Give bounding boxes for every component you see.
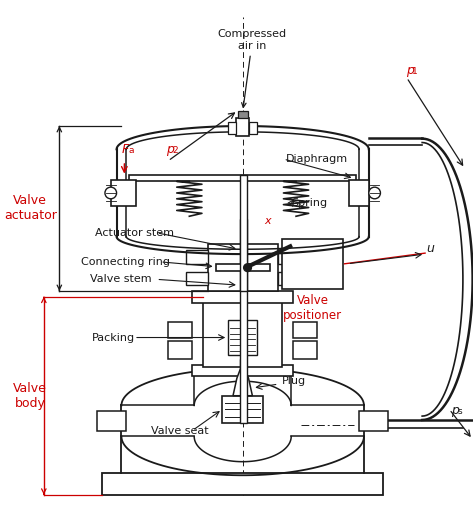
Text: p: p (451, 404, 459, 417)
Text: Valve stem: Valve stem (91, 274, 152, 284)
Text: Connecting ring: Connecting ring (81, 257, 170, 267)
Bar (111, 180, 136, 206)
Text: p: p (166, 143, 174, 156)
Text: Valve
actuator: Valve actuator (4, 194, 57, 223)
Bar (228, 320, 257, 355)
Bar (249, 122, 257, 134)
Bar (216, 264, 270, 270)
Bar (222, 396, 263, 423)
Bar (238, 112, 247, 118)
Bar (293, 341, 318, 359)
Bar (186, 250, 208, 264)
Bar (228, 122, 236, 134)
Bar (186, 271, 208, 285)
Text: Compressed
air in: Compressed air in (218, 29, 287, 107)
Circle shape (369, 187, 381, 199)
Text: x: x (264, 216, 271, 226)
Circle shape (244, 264, 251, 271)
Circle shape (105, 187, 117, 199)
Polygon shape (233, 364, 252, 396)
Text: Diaphragm: Diaphragm (286, 154, 348, 164)
Bar (102, 473, 383, 494)
Text: Valve
positioner: Valve positioner (283, 295, 342, 322)
Text: F: F (121, 143, 128, 156)
Bar (236, 118, 249, 136)
Text: 1: 1 (411, 67, 417, 76)
Bar (240, 359, 246, 373)
Bar (97, 411, 126, 431)
Bar (168, 341, 192, 359)
Text: a: a (128, 146, 134, 155)
Text: Actuator stem: Actuator stem (95, 228, 174, 238)
Bar (240, 175, 246, 291)
Bar (203, 297, 283, 366)
Text: p: p (406, 64, 413, 77)
Bar (240, 219, 246, 423)
Text: Plug: Plug (282, 376, 306, 386)
Bar (192, 364, 293, 376)
Bar (168, 322, 192, 338)
Bar (349, 180, 369, 206)
Text: Packing: Packing (92, 333, 136, 342)
Text: u: u (426, 242, 434, 255)
Text: Spring: Spring (291, 198, 328, 208)
Text: Valve seat: Valve seat (151, 426, 208, 436)
Bar (359, 411, 388, 431)
Text: s: s (457, 407, 462, 416)
Bar (278, 271, 299, 285)
Bar (283, 238, 343, 289)
Text: 2: 2 (173, 146, 179, 155)
Bar (278, 250, 299, 264)
Text: Valve
body: Valve body (13, 382, 47, 410)
Bar (208, 244, 278, 291)
Bar (293, 322, 318, 338)
Bar (192, 291, 293, 303)
Bar (129, 175, 356, 181)
